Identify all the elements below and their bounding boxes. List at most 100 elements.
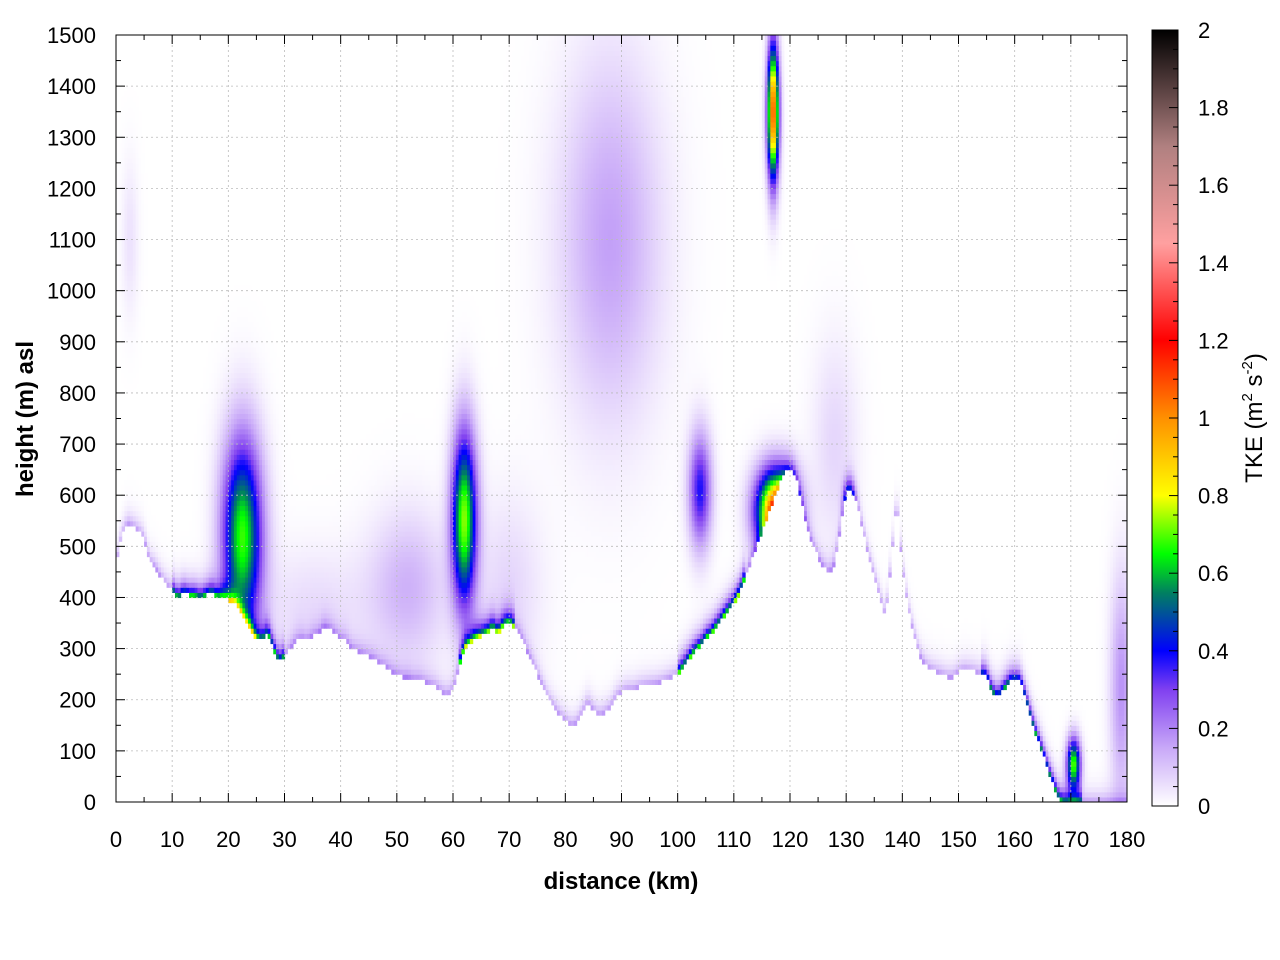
heatmap-cell [130, 372, 134, 379]
heatmap-cell [222, 577, 227, 583]
heatmap-cell [219, 428, 224, 435]
heatmap-cell [121, 178, 126, 184]
heatmap-cell [158, 561, 162, 568]
heatmap-cell [138, 275, 142, 282]
heatmap-cell [141, 275, 145, 282]
heatmap-cell [225, 377, 229, 384]
heatmap-cell [130, 193, 134, 200]
heatmap-cell [222, 541, 227, 547]
heatmap-cell [138, 132, 142, 138]
heatmap-cell [144, 219, 148, 225]
heatmap-cell [141, 137, 145, 143]
heatmap-cell [130, 280, 134, 287]
heatmap-cell [132, 254, 137, 261]
heatmap-cell [166, 571, 170, 578]
heatmap-cell [130, 490, 134, 496]
heatmap-cell [217, 525, 221, 532]
heatmap-cell [225, 300, 229, 307]
heatmap-cell [118, 316, 123, 322]
heatmap-cell [183, 546, 187, 553]
heatmap-cell [214, 408, 218, 414]
heatmap-cell [222, 546, 227, 553]
heatmap-cell [222, 377, 227, 384]
heatmap-cell [205, 444, 210, 450]
heatmap-cell [211, 479, 215, 486]
heatmap-cell [225, 561, 229, 568]
heatmap-cell [141, 152, 145, 159]
heatmap-cell [191, 546, 196, 553]
heatmap-cell [233, 433, 238, 440]
heatmap-cell [214, 331, 218, 338]
heatmap-cell [208, 577, 213, 583]
heatmap-cell [214, 592, 218, 599]
heatmap-cell [203, 377, 207, 384]
heatmap-cell [233, 500, 238, 507]
heatmap-cell [118, 520, 123, 527]
heatmap-cell [132, 275, 137, 282]
heatmap-cell [191, 515, 196, 522]
heatmap-cell [208, 546, 213, 553]
heatmap-cell [228, 449, 232, 455]
heatmap-cell [208, 484, 213, 491]
heatmap-cell [219, 520, 224, 527]
heatmap-cell [214, 566, 218, 573]
heatmap-cell [144, 239, 148, 246]
heatmap-cell [197, 484, 201, 491]
heatmap-cell [144, 536, 148, 542]
heatmap-cell [231, 515, 235, 522]
heatmap-cell [233, 479, 238, 486]
heatmap-cell [222, 582, 227, 588]
heatmap-cell [197, 592, 201, 599]
heatmap-cell [124, 259, 128, 266]
heatmap-cell [233, 352, 238, 358]
heatmap-cell [225, 438, 229, 445]
heatmap-cell [194, 474, 199, 481]
heatmap-cell [127, 500, 131, 507]
heatmap-cell [211, 546, 215, 553]
heatmap-cell [203, 484, 207, 491]
heatmap-cell [116, 147, 120, 154]
heatmap-cell [152, 525, 156, 532]
heatmap-cell [160, 556, 165, 563]
heatmap-cell [219, 530, 224, 537]
heatmap-cell [180, 561, 184, 568]
heatmap-cell [225, 587, 229, 593]
heatmap-cell [180, 582, 184, 588]
heatmap-cell [222, 464, 227, 471]
heatmap-cell [132, 259, 137, 266]
heatmap-cell [191, 479, 196, 486]
heatmap-cell [231, 392, 235, 399]
heatmap-cell [197, 582, 201, 588]
heatmap-cell [191, 474, 196, 481]
heatmap-cell [284, 413, 288, 420]
heatmap-cell [118, 341, 123, 348]
heatmap-cell [203, 495, 207, 501]
heatmap-cell [138, 249, 142, 256]
heatmap-cell [231, 433, 235, 440]
heatmap-cell [116, 254, 120, 261]
heatmap-cell [130, 121, 134, 128]
heatmap-cell [144, 183, 148, 189]
heatmap-cell [160, 566, 165, 573]
heatmap-cell [211, 341, 215, 348]
heatmap-cell [118, 362, 123, 368]
heatmap-cell [191, 551, 196, 558]
heatmap-cell [138, 520, 142, 527]
heatmap-cell [118, 162, 123, 169]
heatmap-cell [180, 566, 184, 573]
heatmap-cell [127, 121, 131, 128]
heatmap-cell [200, 408, 204, 414]
heatmap-cell [116, 321, 120, 328]
heatmap-cell [217, 403, 221, 409]
heatmap-cell [228, 510, 232, 517]
heatmap-cell [231, 357, 235, 363]
heatmap-cell [132, 96, 137, 103]
heatmap-cell [138, 331, 142, 338]
heatmap-cell [116, 178, 120, 184]
heatmap-cell [228, 479, 232, 486]
heatmap-cell [116, 331, 120, 338]
heatmap-cell [214, 561, 218, 568]
heatmap-cell [118, 536, 123, 542]
heatmap-cell [225, 418, 229, 425]
heatmap-cell [233, 566, 238, 573]
